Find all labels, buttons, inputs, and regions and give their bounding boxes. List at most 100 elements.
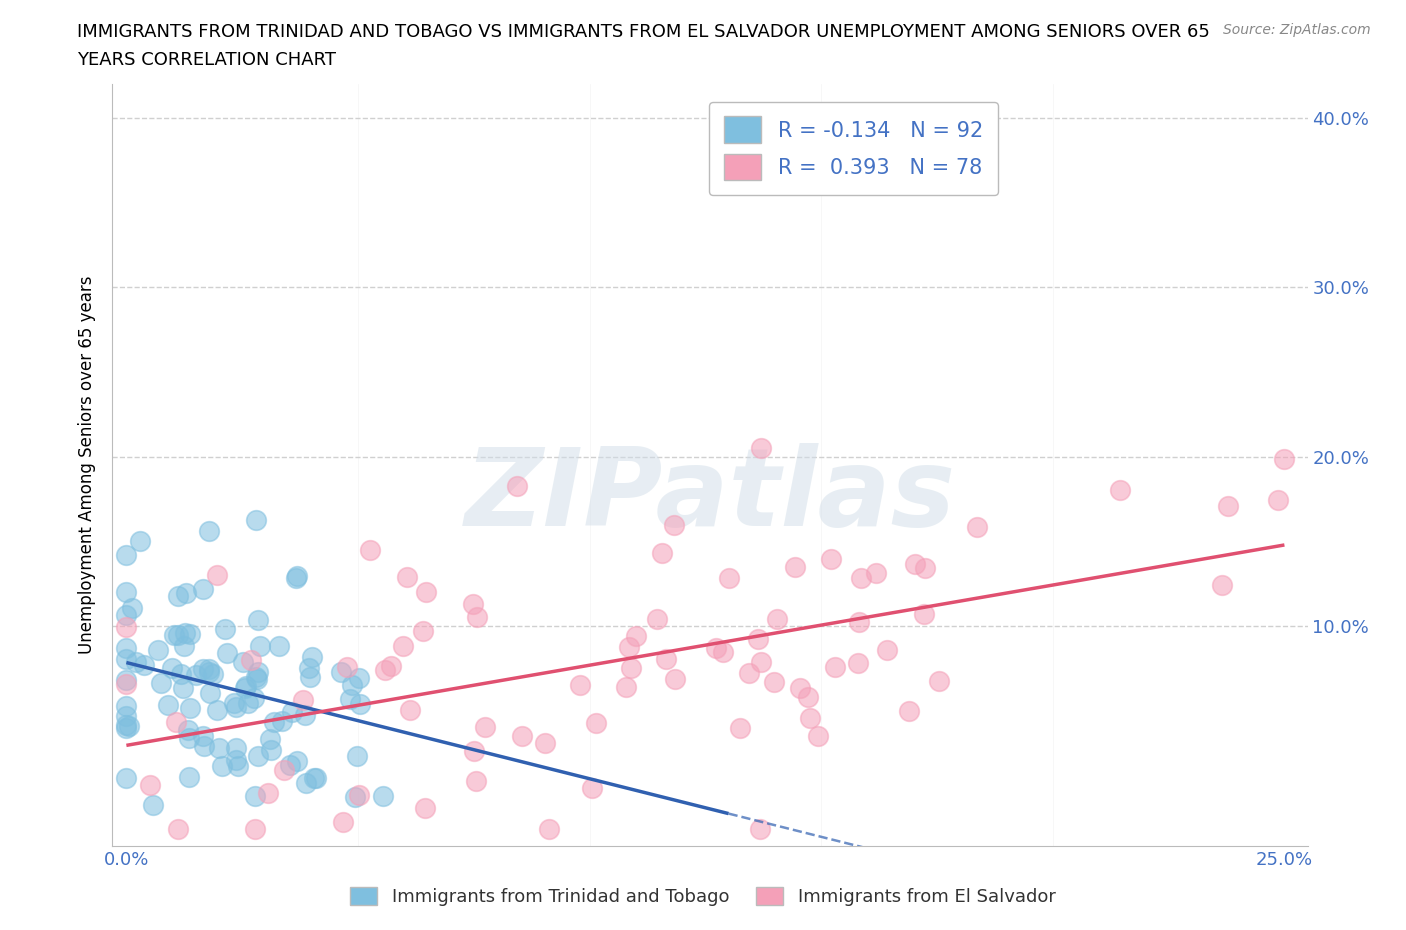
Point (170, 667, 193, 682)
Point (179, 730, 201, 745)
Point (568, 678, 591, 693)
Point (225, 740, 247, 755)
Point (749, 441, 772, 456)
Point (259, 732, 281, 747)
Point (157, 698, 180, 712)
Point (655, 652, 678, 667)
Point (797, 689, 820, 704)
Point (614, 680, 637, 695)
Point (914, 561, 936, 576)
Point (349, 697, 371, 711)
Point (198, 686, 221, 701)
Point (533, 736, 555, 751)
Point (149, 675, 172, 690)
Y-axis label: Unemployment Among Seniors over 65 years: Unemployment Among Seniors over 65 years (77, 276, 96, 654)
Point (912, 607, 935, 622)
Point (865, 565, 887, 580)
Point (510, 728, 533, 743)
Point (749, 655, 772, 670)
Point (257, 786, 280, 801)
Text: ZIPatlas: ZIPatlas (464, 443, 956, 549)
Point (728, 721, 751, 736)
Point (898, 704, 921, 719)
Point (415, 584, 437, 599)
Point (167, 628, 190, 643)
Point (285, 569, 308, 584)
Point (117, 718, 139, 733)
Point (239, 653, 262, 668)
Point (651, 545, 673, 560)
Point (238, 696, 260, 711)
Point (179, 701, 201, 716)
Point (332, 814, 354, 829)
Point (179, 769, 201, 784)
Point (824, 660, 846, 675)
Point (1108, 482, 1130, 497)
Point (1267, 492, 1289, 507)
Point (197, 662, 219, 677)
Point (278, 757, 301, 772)
Point (747, 631, 769, 646)
Point (179, 627, 201, 642)
Point (664, 518, 686, 533)
Point (285, 753, 308, 768)
Point (380, 658, 402, 673)
Point (463, 596, 485, 611)
Point (330, 664, 353, 679)
Point (249, 638, 271, 653)
Point (928, 673, 950, 688)
Point (846, 656, 869, 671)
Point (173, 639, 195, 654)
Point (537, 822, 560, 837)
Point (201, 667, 224, 682)
Point (177, 723, 200, 737)
Point (198, 524, 221, 538)
Point (247, 612, 270, 627)
Point (243, 690, 266, 705)
Point (174, 626, 197, 641)
Legend: Immigrants from Trinidad and Tobago, Immigrants from El Salvador: Immigrants from Trinidad and Tobago, Imm… (343, 880, 1063, 913)
Point (271, 713, 294, 728)
Point (347, 671, 370, 685)
Point (115, 651, 138, 666)
Point (465, 774, 488, 789)
Point (211, 758, 233, 773)
Point (226, 759, 249, 774)
Point (197, 664, 219, 679)
Point (167, 589, 190, 604)
Point (626, 629, 648, 644)
Point (412, 624, 434, 639)
Point (474, 720, 496, 735)
Text: IMMIGRANTS FROM TRINIDAD AND TOBAGO VS IMMIGRANTS FROM EL SALVADOR UNEMPLOYMENT : IMMIGRANTS FROM TRINIDAD AND TOBAGO VS I… (77, 23, 1211, 41)
Point (295, 776, 318, 790)
Point (115, 584, 138, 599)
Point (713, 644, 735, 659)
Point (115, 548, 138, 563)
Text: Source: ZipAtlas.com: Source: ZipAtlas.com (1223, 23, 1371, 37)
Point (335, 659, 357, 674)
Point (208, 740, 231, 755)
Point (298, 670, 321, 684)
Point (465, 610, 488, 625)
Point (129, 534, 152, 549)
Point (235, 678, 257, 693)
Point (718, 571, 741, 586)
Point (225, 699, 247, 714)
Point (245, 670, 267, 684)
Legend: R = -0.134   N = 92, R =  0.393   N = 78: R = -0.134 N = 92, R = 0.393 N = 78 (709, 101, 998, 195)
Point (269, 638, 291, 653)
Point (619, 640, 641, 655)
Point (301, 650, 323, 665)
Point (163, 627, 186, 642)
Point (904, 557, 927, 572)
Point (340, 678, 363, 693)
Point (115, 698, 138, 713)
Point (346, 749, 368, 764)
Point (305, 771, 328, 786)
Point (1211, 578, 1233, 592)
Point (214, 621, 236, 636)
Point (664, 671, 686, 686)
Point (273, 763, 295, 777)
Point (222, 696, 245, 711)
Point (160, 660, 183, 675)
